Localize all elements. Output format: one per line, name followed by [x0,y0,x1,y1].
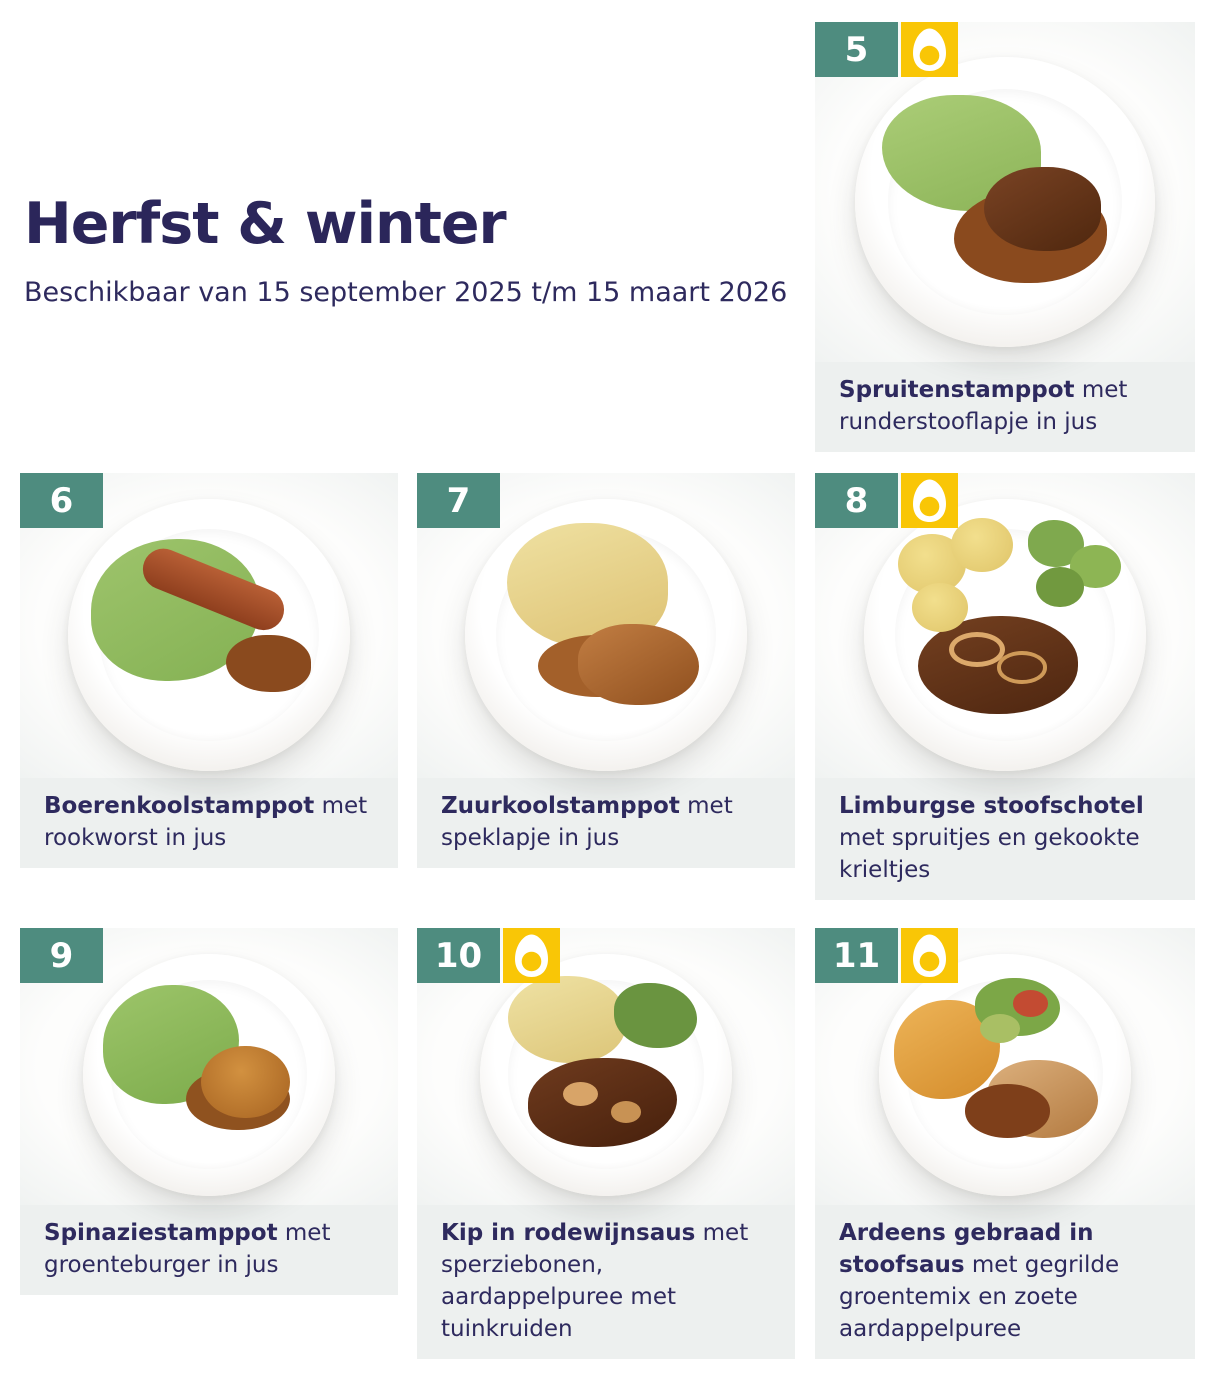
meal-card: 5 Spruitenstamppot met runderstooflapje … [815,22,1195,452]
food-shape [527,1057,677,1148]
meal-description: met runderstooflapje in jus [839,377,1128,435]
meal-description: met speklapje in jus [441,793,733,851]
badge-row: 7 [417,473,500,528]
meal-description: met sperziebonen, aardappelpuree met tui… [441,1220,749,1342]
meal-photo: 6 [20,473,398,778]
meal-photo: 9 [20,928,398,1205]
egg-icon [503,928,560,983]
plate [83,953,335,1196]
meal-description: met gegrilde groentemix en zoete aardapp… [839,1252,1120,1342]
food-shape [948,631,1005,668]
meal-description: met groenteburger in jus [44,1220,331,1278]
meal-caption: Kip in rodewijnsaus met sperziebonen, aa… [417,1205,795,1359]
meal-caption: Ardeens gebraad in stoofsaus met gegrild… [815,1205,1195,1359]
meal-card: 9 Spinaziestamppot met groenteburger in … [20,928,398,1295]
badge-row: 5 [815,22,958,77]
food-shape [577,623,700,706]
food-shape [1036,566,1084,608]
food-shape [563,1082,599,1107]
meal-number-badge: 9 [20,928,103,983]
plate [864,498,1146,771]
meal-caption: Zuurkoolstamppot met speklapje in jus [417,778,795,868]
meal-number-badge: 6 [20,473,103,528]
meal-name: Limburgse stoofschotel [839,793,1144,819]
page-header: Herfst & winter Beschikbaar van 15 septe… [24,188,787,310]
badge-row: 9 [20,928,103,983]
meal-number-badge: 7 [417,473,500,528]
meal-name: Spruitenstamppot [839,377,1075,403]
meal-number-badge: 10 [417,928,500,983]
meal-caption: Boerenkoolstamppot met rookworst in jus [20,778,398,868]
plate [465,498,747,771]
food-shape [979,1014,1021,1044]
food-shape [611,1101,642,1124]
meal-description: met rookworst in jus [44,793,368,851]
egg-icon [901,22,958,77]
food-shape [1012,990,1048,1017]
badge-row: 8 [815,473,958,528]
badge-row: 10 [417,928,560,983]
meal-number-badge: 11 [815,928,898,983]
meal-caption: Spruitenstamppot met runderstooflapje in… [815,362,1195,452]
food-shape [996,650,1048,684]
plate [879,953,1131,1196]
page-title: Herfst & winter [24,191,507,257]
meal-photo: 7 [417,473,795,778]
meal-caption: Spinaziestamppot met groenteburger in ju… [20,1205,398,1295]
availability-subtitle: Beschikbaar van 15 september 2025 t/m 15… [24,277,788,308]
food-shape [613,982,697,1049]
meal-photo: 10 [417,928,795,1205]
meal-name: Ardeens gebraad in stoofsaus [839,1220,1094,1278]
plate [855,57,1155,348]
egg-icon [901,473,958,528]
badge-row: 6 [20,473,103,528]
meal-name: Boerenkoolstamppot [44,793,315,819]
meal-photo: 8 [815,473,1195,778]
meal-name: Spinaziestamppot [44,1220,278,1246]
meal-card: 8 Limburgse stoofschotel met spruitjes e… [815,473,1195,900]
plate [68,498,350,771]
meal-photo: 5 [815,22,1195,362]
food-shape [507,975,627,1063]
food-shape [225,634,311,692]
meal-number-badge: 5 [815,22,898,77]
meal-card: 10 Kip in rodewijnsaus met sperziebonen,… [417,928,795,1359]
plate [480,953,732,1196]
meal-card: 11 Ardeens gebraad in stoofsaus met gegr… [815,928,1195,1359]
food-shape [911,582,969,632]
meal-photo: 11 [815,928,1195,1205]
meal-caption: Limburgse stoofschotel met spruitjes en … [815,778,1195,900]
meal-description: met spruitjes en gekookte krieltjes [839,825,1140,883]
egg-icon [901,928,958,983]
meal-name: Zuurkoolstamppot [441,793,680,819]
food-shape [984,167,1101,252]
meal-name: Kip in rodewijnsaus [441,1220,696,1246]
meal-card: 7 Zuurkoolstamppot met speklapje in jus [417,473,795,868]
food-shape [201,1045,290,1119]
food-shape [951,517,1014,573]
meal-number-badge: 8 [815,473,898,528]
food-shape [964,1084,1051,1138]
meal-card: 6 Boerenkoolstamppot met rookworst in ju… [20,473,398,868]
badge-row: 11 [815,928,958,983]
